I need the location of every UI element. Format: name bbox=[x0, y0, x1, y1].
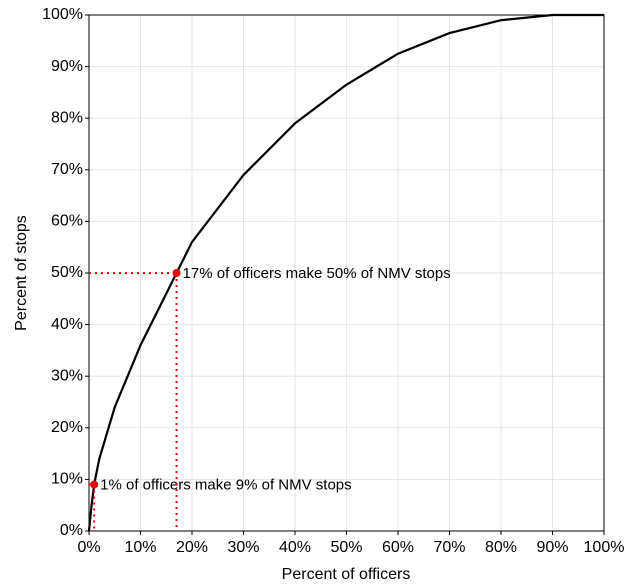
y-tick-label: 60% bbox=[51, 213, 83, 230]
y-tick-label: 50% bbox=[51, 264, 83, 281]
x-axis-label: Percent of officers bbox=[282, 566, 411, 583]
y-tick-label: 20% bbox=[51, 419, 83, 436]
x-tick-label: 40% bbox=[279, 539, 311, 556]
y-tick-label: 30% bbox=[51, 367, 83, 384]
x-tick-label: 70% bbox=[433, 539, 465, 556]
y-tick-label: 70% bbox=[51, 161, 83, 178]
y-axis-label: Percent of stops bbox=[13, 215, 30, 331]
x-tick-label: 80% bbox=[485, 539, 517, 556]
annotation: 1% of officers make 9% of NMV stops bbox=[100, 477, 352, 494]
y-tick-label: 10% bbox=[51, 471, 83, 488]
x-tick-label: 0% bbox=[77, 539, 100, 556]
highlight-point bbox=[90, 480, 99, 489]
annotation: 17% of officers make 50% of NMV stops bbox=[183, 265, 451, 282]
x-tick-label: 100% bbox=[584, 539, 625, 556]
y-tick-label: 0% bbox=[60, 522, 83, 539]
x-tick-label: 10% bbox=[124, 539, 156, 556]
x-tick-label: 30% bbox=[227, 539, 259, 556]
curve bbox=[87, 13, 604, 532]
y-tick-label: 100% bbox=[42, 6, 83, 23]
x-tick-label: 20% bbox=[176, 539, 208, 556]
x-tick-label: 90% bbox=[536, 539, 568, 556]
y-tick-label: 80% bbox=[51, 109, 83, 126]
x-tick-label: 60% bbox=[382, 539, 414, 556]
highlight-point bbox=[172, 269, 181, 277]
y-tick-label: 90% bbox=[51, 58, 83, 75]
x-tick-label: 50% bbox=[330, 539, 362, 556]
y-tick-label: 40% bbox=[51, 316, 83, 333]
